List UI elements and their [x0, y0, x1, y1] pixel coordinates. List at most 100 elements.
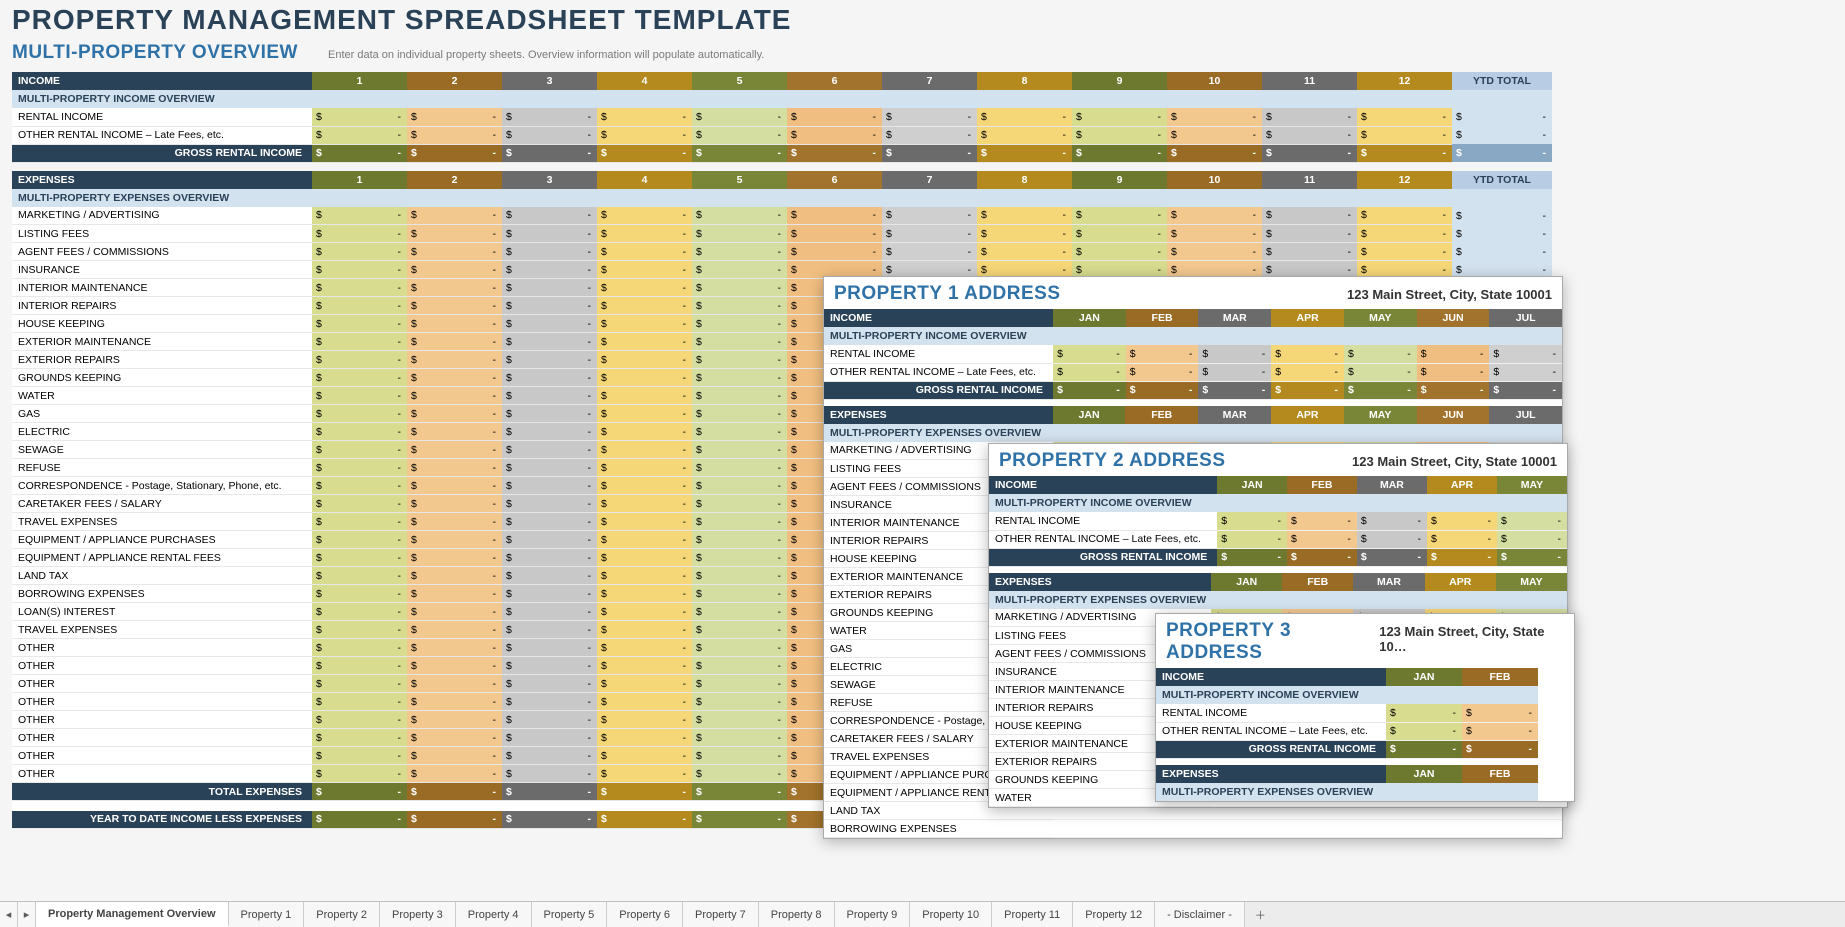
money-cell[interactable]: $-: [407, 207, 502, 225]
money-cell[interactable]: $-: [1262, 225, 1357, 243]
money-cell[interactable]: $-: [1386, 704, 1462, 722]
money-cell[interactable]: $-: [787, 207, 882, 225]
money-cell[interactable]: $-: [1072, 126, 1167, 144]
money-cell[interactable]: $-: [1167, 243, 1262, 261]
money-cell[interactable]: $-: [502, 693, 597, 711]
money-cell[interactable]: $-: [1217, 548, 1287, 566]
money-cell[interactable]: $-: [407, 549, 502, 567]
money-cell[interactable]: $-: [502, 513, 597, 531]
money-cell[interactable]: $-: [502, 657, 597, 675]
money-cell[interactable]: $-: [312, 513, 407, 531]
money-cell[interactable]: $-: [312, 639, 407, 657]
money-cell[interactable]: $-: [1198, 381, 1271, 399]
money-cell[interactable]: $-: [977, 126, 1072, 144]
money-cell[interactable]: $-: [502, 711, 597, 729]
sheet-tab[interactable]: Property 4: [456, 902, 532, 927]
money-cell[interactable]: $-: [597, 144, 692, 162]
money-cell[interactable]: $-: [692, 207, 787, 225]
money-cell[interactable]: $-: [407, 811, 502, 829]
money-cell[interactable]: $-: [1072, 225, 1167, 243]
money-cell[interactable]: $-: [692, 603, 787, 621]
money-cell[interactable]: $-: [502, 108, 597, 126]
money-cell[interactable]: $-: [787, 243, 882, 261]
money-cell[interactable]: $-: [597, 783, 692, 801]
money-cell[interactable]: $-: [1497, 530, 1567, 548]
money-cell[interactable]: $-: [692, 315, 787, 333]
money-cell[interactable]: $-: [1417, 363, 1490, 381]
sheet-tab[interactable]: Property 3: [380, 902, 456, 927]
money-cell[interactable]: $-: [502, 126, 597, 144]
money-cell[interactable]: $-: [1462, 740, 1538, 758]
money-cell[interactable]: $-: [692, 477, 787, 495]
money-cell[interactable]: $-: [692, 657, 787, 675]
money-cell[interactable]: $-: [1262, 144, 1357, 162]
money-cell[interactable]: $-: [407, 279, 502, 297]
money-cell[interactable]: $-: [502, 405, 597, 423]
money-cell[interactable]: $-: [1262, 243, 1357, 261]
money-cell[interactable]: $-: [1357, 530, 1427, 548]
money-cell[interactable]: $-: [407, 315, 502, 333]
money-cell[interactable]: $-: [1053, 345, 1126, 363]
money-cell[interactable]: $-: [502, 783, 597, 801]
money-cell[interactable]: $-: [597, 108, 692, 126]
money-cell[interactable]: $-: [787, 108, 882, 126]
money-cell[interactable]: $-: [502, 531, 597, 549]
money-cell[interactable]: $-: [1262, 108, 1357, 126]
money-cell[interactable]: $-: [692, 549, 787, 567]
money-cell[interactable]: $-: [692, 621, 787, 639]
money-cell[interactable]: $-: [407, 126, 502, 144]
money-cell[interactable]: $-: [407, 333, 502, 351]
money-cell[interactable]: $-: [502, 477, 597, 495]
money-cell[interactable]: $-: [1126, 363, 1199, 381]
money-cell[interactable]: $-: [312, 585, 407, 603]
money-cell[interactable]: $-: [692, 333, 787, 351]
money-cell[interactable]: $-: [692, 423, 787, 441]
tab-scroll-left-icon[interactable]: ◂: [0, 902, 18, 927]
money-cell[interactable]: $-: [312, 279, 407, 297]
money-cell[interactable]: $-: [312, 765, 407, 783]
money-cell[interactable]: $-: [597, 621, 692, 639]
money-cell[interactable]: $-: [502, 369, 597, 387]
money-cell[interactable]: $-: [312, 747, 407, 765]
money-cell[interactable]: $-: [1386, 722, 1462, 740]
money-cell[interactable]: $-: [692, 243, 787, 261]
money-cell[interactable]: $-: [407, 387, 502, 405]
money-cell[interactable]: [1344, 820, 1417, 838]
money-cell[interactable]: $-: [1357, 225, 1452, 243]
money-cell[interactable]: $-: [312, 144, 407, 162]
tab-scroll-right-icon[interactable]: ▸: [18, 902, 36, 927]
money-cell[interactable]: $-: [692, 441, 787, 459]
money-cell[interactable]: $-: [407, 477, 502, 495]
money-cell[interactable]: $-: [312, 729, 407, 747]
money-cell[interactable]: $-: [692, 126, 787, 144]
money-cell[interactable]: $-: [502, 279, 597, 297]
money-cell[interactable]: $-: [1126, 381, 1199, 399]
money-cell[interactable]: [1417, 820, 1490, 838]
money-cell[interactable]: $-: [312, 783, 407, 801]
money-cell[interactable]: $-: [407, 243, 502, 261]
money-cell[interactable]: $-: [1126, 345, 1199, 363]
money-cell[interactable]: $-: [1287, 548, 1357, 566]
money-cell[interactable]: $-: [407, 729, 502, 747]
money-cell[interactable]: $-: [312, 549, 407, 567]
money-cell[interactable]: $-: [787, 144, 882, 162]
money-cell[interactable]: $-: [1198, 363, 1271, 381]
money-cell[interactable]: $-: [597, 207, 692, 225]
money-cell[interactable]: $-: [597, 811, 692, 829]
money-cell[interactable]: $-: [597, 126, 692, 144]
money-cell[interactable]: $-: [1167, 126, 1262, 144]
money-cell[interactable]: $-: [1357, 144, 1452, 162]
money-cell[interactable]: $-: [1167, 225, 1262, 243]
money-cell[interactable]: $-: [692, 747, 787, 765]
money-cell[interactable]: $-: [1344, 345, 1417, 363]
money-cell[interactable]: $-: [692, 459, 787, 477]
money-cell[interactable]: $-: [407, 261, 502, 279]
money-cell[interactable]: $-: [407, 531, 502, 549]
money-cell[interactable]: $-: [312, 811, 407, 829]
money-cell[interactable]: $-: [882, 126, 977, 144]
money-cell[interactable]: $-: [407, 639, 502, 657]
money-cell[interactable]: $-: [597, 693, 692, 711]
money-cell[interactable]: $-: [502, 297, 597, 315]
money-cell[interactable]: $-: [1462, 722, 1538, 740]
money-cell[interactable]: $-: [407, 711, 502, 729]
